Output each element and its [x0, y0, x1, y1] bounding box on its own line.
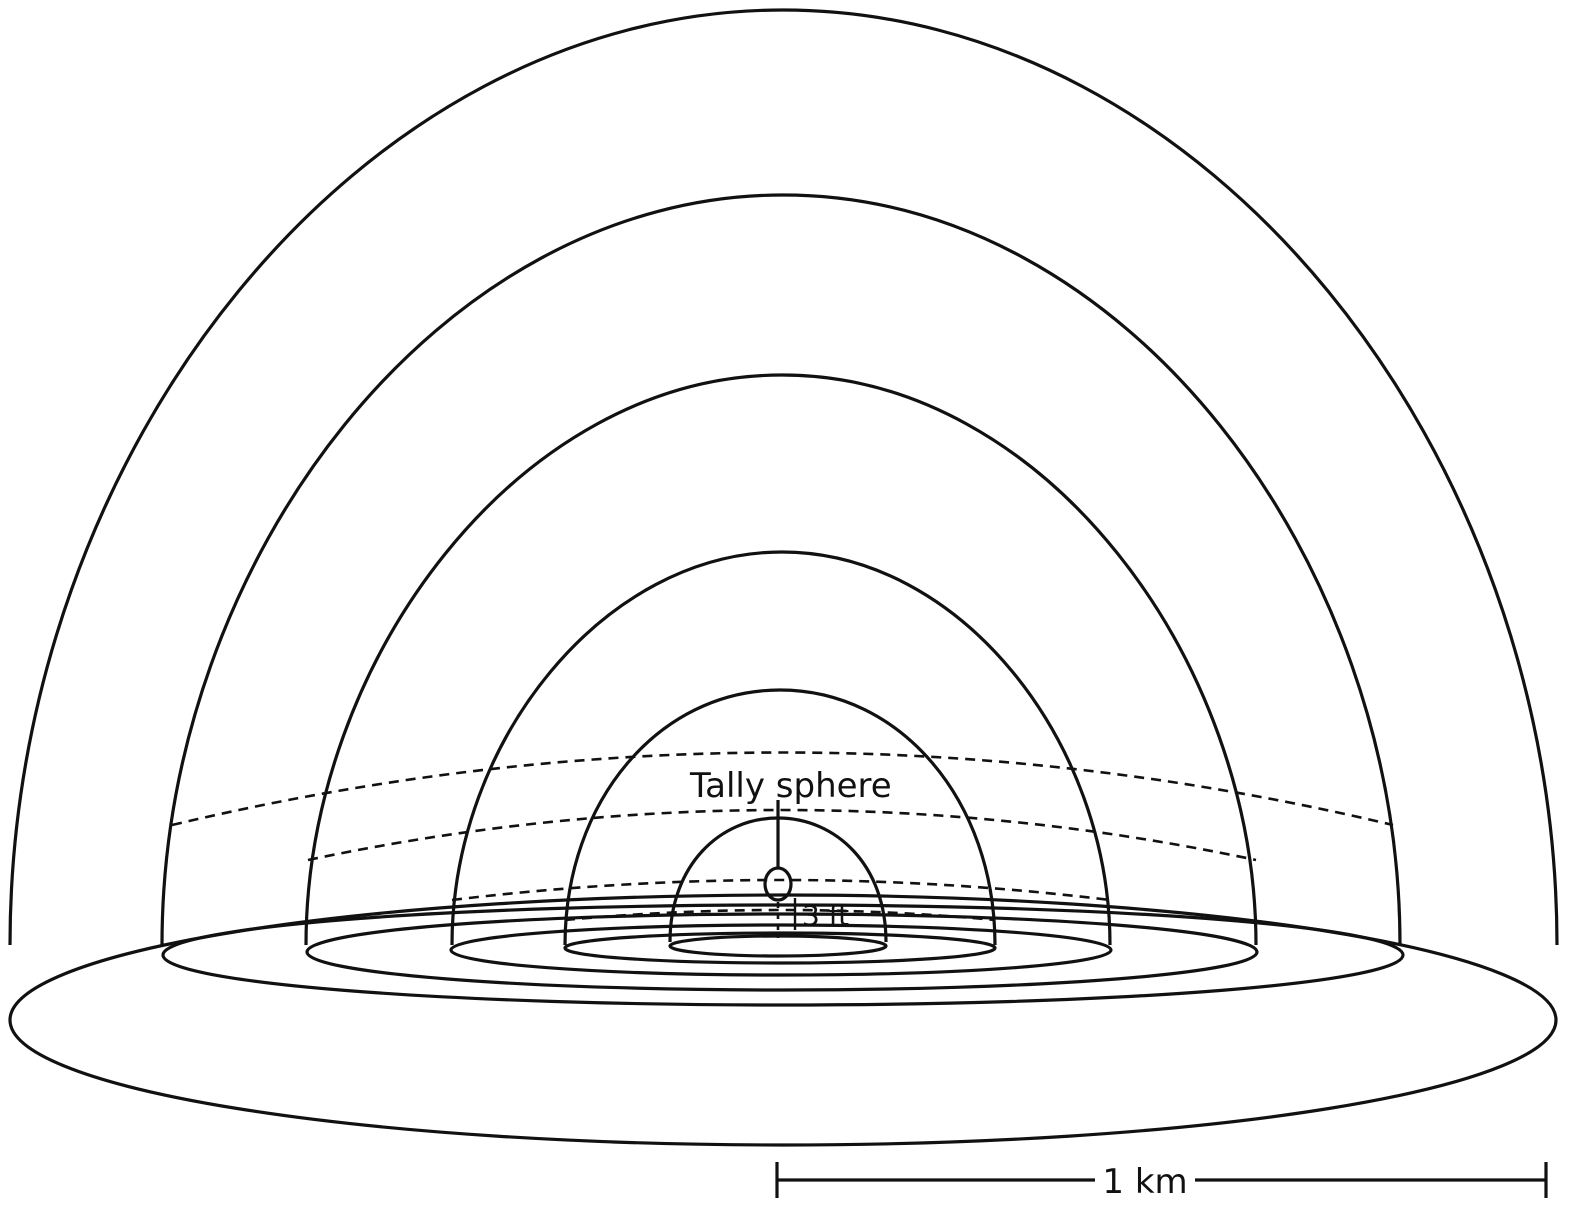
hemisphere-1-base — [8, 893, 1558, 1147]
scale-bar: 1 km — [775, 1162, 1548, 1202]
hemisphere-2-base — [161, 903, 1405, 1007]
hemisphere-2-equator-back — [307, 808, 1257, 862]
hemisphere-2-dome — [160, 193, 1402, 946]
hemisphere-5-base — [563, 931, 997, 965]
height-label: 3 ft — [802, 899, 849, 932]
hemisphere-4 — [449, 550, 1113, 977]
height-indicator: 3 ft — [793, 898, 849, 932]
hemisphere-4-base — [449, 923, 1113, 977]
hemisphere-5-dome — [563, 688, 997, 946]
hemisphere-4-equator-back — [564, 908, 996, 922]
scale-bar-label: 1 km — [1102, 1162, 1187, 1202]
hemisphere-4-dome — [450, 550, 1112, 946]
tally-sphere-marker — [763, 800, 793, 938]
hemisphere-3 — [304, 373, 1259, 992]
hemisphere-1-dome — [8, 8, 1559, 946]
hemisphere-3-equator-back — [451, 878, 1111, 902]
hemisphere-3-base — [305, 912, 1259, 992]
hemisphere-6-base — [668, 934, 888, 958]
hemisphere-3-dome — [304, 373, 1258, 946]
tally-sphere-label: Tally sphere — [689, 766, 892, 806]
hemisphere-1 — [8, 8, 1559, 1147]
tally-sphere — [763, 866, 793, 902]
hemisphere-2 — [160, 193, 1405, 1007]
hemisphere-5 — [563, 688, 997, 965]
hemisphere-1-equator-back — [171, 751, 1394, 827]
